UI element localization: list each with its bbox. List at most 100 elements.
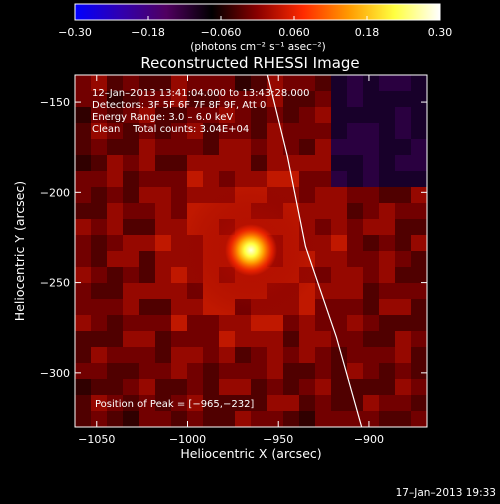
heatmap-cell — [283, 315, 300, 332]
heatmap-cell — [267, 363, 284, 380]
heatmap-cell — [75, 91, 92, 108]
heatmap-cell — [219, 347, 236, 364]
heatmap-cell — [331, 411, 348, 427]
heatmap-cell — [139, 283, 156, 300]
heatmap-cell — [347, 123, 364, 140]
heatmap-cell — [363, 267, 380, 284]
heatmap-cell — [331, 123, 348, 140]
heatmap-cell — [363, 219, 380, 236]
heatmap-cell — [395, 203, 412, 220]
heatmap-cell — [347, 139, 364, 156]
colorbar-tick-label: 0.060 — [278, 26, 310, 39]
heatmap-cell — [251, 139, 268, 156]
heatmap-cell — [411, 395, 427, 412]
heatmap-cell — [363, 235, 380, 252]
heatmap-cell — [251, 379, 268, 396]
heatmap-cell — [395, 299, 412, 316]
heatmap-cell — [107, 155, 124, 172]
heatmap-cell — [379, 235, 396, 252]
heatmap-cell — [347, 75, 364, 92]
heatmap-cell — [139, 107, 156, 124]
heatmap-cell — [395, 171, 412, 188]
y-tick-label: −250 — [40, 277, 70, 290]
heatmap-cell — [347, 251, 364, 268]
heatmap-cell — [123, 363, 140, 380]
heatmap-cell — [363, 283, 380, 300]
heatmap-cell — [235, 91, 252, 108]
heatmap-cell — [283, 171, 300, 188]
heatmap-cell — [363, 331, 380, 348]
heatmap-cell — [123, 187, 140, 204]
heatmap-cell — [379, 283, 396, 300]
heatmap-cell — [187, 123, 204, 140]
heatmap-cell — [123, 107, 140, 124]
heatmap-cell — [251, 123, 268, 140]
heatmap-cell — [411, 283, 427, 300]
heatmap-cell — [219, 363, 236, 380]
heatmap-cell — [203, 107, 220, 124]
heatmap-cell — [219, 123, 236, 140]
heatmap-cell — [299, 139, 316, 156]
heatmap-cell — [363, 363, 380, 380]
heatmap-cell — [283, 75, 300, 92]
heatmap-cell — [123, 251, 140, 268]
heatmap-cell — [75, 187, 92, 204]
heatmap-cell — [123, 139, 140, 156]
heatmap-cell — [123, 331, 140, 348]
heatmap-cell — [235, 395, 252, 412]
heatmap-cell — [187, 187, 204, 204]
heatmap-cell — [331, 203, 348, 220]
heatmap-cell — [395, 123, 412, 140]
heatmap-cell — [395, 251, 412, 268]
heatmap-cell — [91, 299, 108, 316]
heatmap-cell — [75, 267, 92, 284]
heatmap-cell — [123, 267, 140, 284]
heatmap-cell — [91, 347, 108, 364]
x-axis-label: Heliocentric X (arcsec) — [180, 446, 321, 461]
heatmap-cell — [363, 155, 380, 172]
heatmap-cell — [123, 315, 140, 332]
heatmap-cell — [187, 347, 204, 364]
heatmap-cell — [331, 91, 348, 108]
heatmap-cell — [283, 107, 300, 124]
heatmap-cell — [331, 219, 348, 236]
heatmap-cell — [91, 123, 108, 140]
heatmap-cell — [203, 331, 220, 348]
heatmap-cell — [315, 315, 332, 332]
heatmap-cell — [395, 379, 412, 396]
heatmap-cell — [267, 347, 284, 364]
solar-limb-line — [266, 75, 363, 427]
heatmap-cell — [203, 75, 220, 92]
heatmap-cell — [187, 299, 204, 316]
heatmap-cell — [187, 379, 204, 396]
heatmap-cell — [171, 75, 188, 92]
heatmap-cell — [251, 347, 268, 364]
heatmap-cell — [347, 411, 364, 427]
heatmap-cell — [75, 139, 92, 156]
heatmap-cell — [219, 411, 236, 427]
heatmap-cell — [411, 107, 427, 124]
heatmap-cell — [203, 363, 220, 380]
heatmap-cell — [395, 219, 412, 236]
heatmap-cell — [315, 411, 332, 427]
heatmap-cell — [331, 315, 348, 332]
heatmap-cell — [203, 155, 220, 172]
heatmap-cell — [235, 363, 252, 380]
heatmap-cell — [155, 219, 172, 236]
heatmap-cell — [267, 107, 284, 124]
heatmap-cell — [203, 139, 220, 156]
heatmap-cell — [315, 363, 332, 380]
heatmap-cell — [107, 139, 124, 156]
heatmap-cell — [331, 107, 348, 124]
heatmap-cell — [203, 347, 220, 364]
heatmap-cell — [75, 331, 92, 348]
peak-position-label: Position of Peak = [−965,−232] — [95, 399, 254, 410]
heatmap-cell — [139, 155, 156, 172]
heatmap-cell — [155, 75, 172, 92]
heatmap-cell — [363, 123, 380, 140]
heatmap-cell — [91, 219, 108, 236]
heatmap-cell — [123, 171, 140, 188]
heatmap-cell — [315, 187, 332, 204]
heatmap-cell — [139, 347, 156, 364]
heatmap-cell — [299, 107, 316, 124]
